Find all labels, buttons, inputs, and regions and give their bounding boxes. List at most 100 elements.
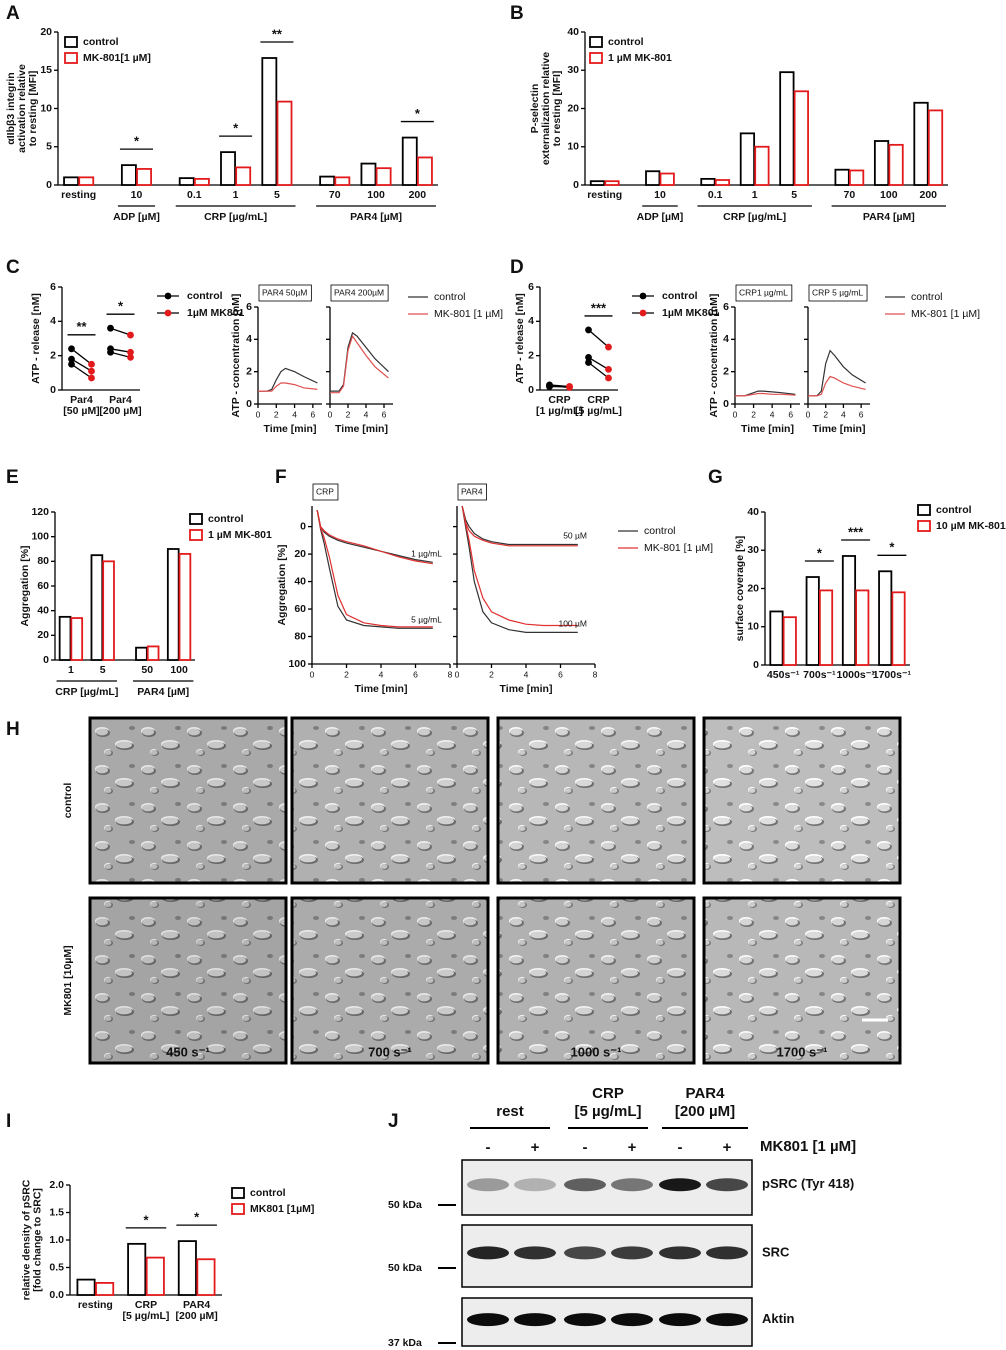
- trace: [808, 375, 866, 397]
- group-label: rest: [496, 1103, 524, 1120]
- y-axis-label: activation relative: [16, 64, 28, 153]
- y-axis-label: P-selectin: [529, 84, 541, 134]
- point: [585, 359, 592, 366]
- bar: [818, 589, 834, 666]
- y-tick-label: 30: [567, 64, 579, 76]
- panel-title: CRP: [316, 486, 334, 496]
- group-label: PAR4: [686, 1085, 726, 1102]
- trace: [316, 509, 433, 629]
- y-tick-label: 0: [723, 398, 729, 410]
- panel-title-box: [258, 284, 312, 302]
- blot-band: [706, 1178, 748, 1192]
- pair-line: [110, 327, 131, 336]
- significance-label: **: [76, 319, 87, 334]
- y-axis-label: αIIbβ3 integrin: [5, 72, 17, 144]
- group-label: PAR4 [µM]: [137, 686, 189, 698]
- legend-label: 1µM MK801: [187, 307, 245, 319]
- blot-band: [706, 1313, 748, 1327]
- point: [88, 367, 95, 375]
- legend-label: MK-801[1 µM]: [83, 52, 151, 64]
- marker-label: 50 kDa: [388, 1262, 422, 1274]
- y-tick-label: 4: [723, 333, 729, 345]
- x-tick-label: 700s⁻¹: [803, 669, 836, 681]
- y-tick-label: 0: [573, 179, 579, 191]
- treatment-label: MK801 [1 µM]: [760, 1138, 856, 1155]
- bar: [805, 576, 820, 666]
- bar: [754, 145, 770, 186]
- micrograph: [88, 716, 288, 885]
- x-tick-label: 200: [409, 189, 427, 201]
- lane-label: +: [628, 1139, 637, 1156]
- panel-title-box: [330, 284, 389, 302]
- legend-swatch: [589, 36, 603, 48]
- column-label: 1700 s⁻¹: [777, 1044, 828, 1059]
- legend-swatch: [189, 513, 203, 525]
- panel-title: CRP1 µg/mL: [739, 287, 788, 297]
- y-axis-label: ATP - release [nM]: [30, 293, 42, 384]
- trace: [461, 505, 578, 627]
- bar: [375, 167, 392, 186]
- x-tick-label: 8: [593, 669, 598, 679]
- y-tick-label: 10: [747, 621, 759, 633]
- x-tick-label: 2: [274, 409, 279, 419]
- legend-label: 1 µM MK-801: [608, 52, 672, 64]
- bar: [178, 177, 195, 186]
- bar: [782, 616, 797, 666]
- bar: [177, 1240, 197, 1296]
- x-tick-label: 5: [100, 664, 106, 676]
- trace: [330, 331, 389, 392]
- blot-band: [564, 1313, 606, 1327]
- bar: [927, 109, 944, 186]
- y-tick-label: 0.0: [49, 1289, 64, 1301]
- point: [605, 343, 612, 351]
- legend-label: MK801 [1µM]: [250, 1203, 314, 1215]
- blot-band: [659, 1178, 701, 1192]
- x-tick-label: [5 µg/mL]: [575, 405, 622, 417]
- panel-title-box: [457, 483, 487, 501]
- column-label: 450 s⁻¹: [166, 1044, 210, 1059]
- y-axis-label: externalization relative: [540, 52, 552, 165]
- x-tick-label: 70: [329, 189, 341, 201]
- y-tick-label: 40: [567, 26, 579, 38]
- legend-label: 10 µM MK-801: [936, 520, 1006, 532]
- bar: [76, 1278, 96, 1296]
- y-tick-label: 120: [31, 506, 49, 518]
- significance-label: *: [817, 545, 823, 560]
- bar: [401, 136, 418, 186]
- blot-band: [564, 1178, 606, 1192]
- x-tick-label: 2: [346, 409, 351, 419]
- y-axis-label: ATP - concentration [nM]: [708, 294, 720, 418]
- x-tick-label: 200: [920, 189, 938, 201]
- bar: [739, 132, 756, 186]
- micrograph: [702, 896, 902, 1065]
- bar: [779, 71, 795, 186]
- blot-band: [611, 1313, 653, 1327]
- point: [546, 383, 553, 390]
- point: [68, 360, 75, 368]
- panel-letter: G: [708, 467, 723, 488]
- x-tick-label: CRP: [548, 394, 570, 406]
- bar: [891, 591, 906, 666]
- legend-marker: [164, 292, 172, 300]
- blot-band: [467, 1313, 509, 1327]
- x-tick-label: 0: [256, 409, 261, 419]
- y-tick-label: 0: [50, 384, 56, 396]
- y-tick-label: 100: [31, 530, 49, 542]
- x-tick-label: [1 µg/mL]: [536, 405, 583, 417]
- x-tick-label: 6: [382, 409, 387, 419]
- bar: [793, 90, 809, 186]
- significance-label: *: [415, 106, 421, 121]
- y-tick-label: 2.0: [49, 1179, 64, 1191]
- trace: [461, 505, 578, 546]
- x-tick-label: 2: [823, 409, 828, 419]
- x-tick-label: 2: [751, 409, 756, 419]
- y-tick-label: 0: [528, 384, 534, 396]
- bar: [178, 553, 192, 661]
- bar: [120, 164, 137, 186]
- bar: [604, 180, 620, 186]
- trace-label: 5 µg/mL: [411, 615, 442, 625]
- trace: [735, 392, 796, 397]
- bar: [319, 175, 336, 186]
- x-tick-label: [200 µM]: [176, 1310, 218, 1322]
